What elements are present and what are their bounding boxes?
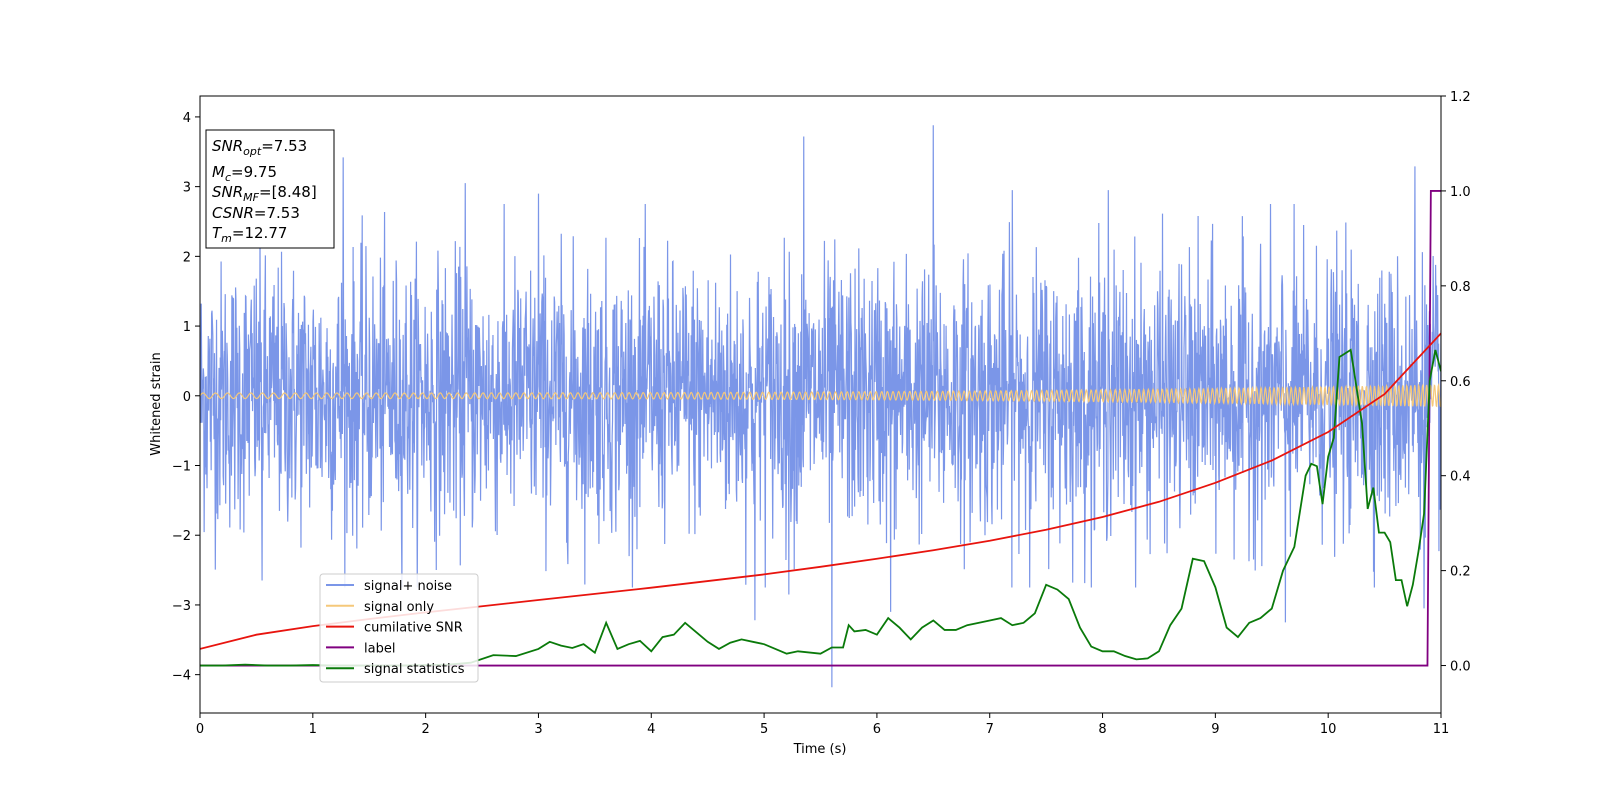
- x-tick-label: 0: [196, 722, 204, 737]
- x-tick-label: 7: [986, 722, 994, 737]
- y-axis-left: −4 −3 −2 −1 0 1 2 3 4: [172, 111, 200, 684]
- legend-label: label: [364, 641, 395, 656]
- x-tick-label: 4: [647, 722, 655, 737]
- y-tick-label: 2: [183, 250, 191, 265]
- annotation-line: SNRopt=7.53: [212, 137, 307, 158]
- x-tick-label: 3: [534, 722, 542, 737]
- y-tick-label: −4: [172, 669, 191, 684]
- y-tick-label: 4: [183, 111, 191, 126]
- y2-tick-label: 0.8: [1450, 280, 1471, 295]
- x-tick-label: 2: [421, 722, 429, 737]
- legend-label: signal only: [364, 600, 434, 615]
- legend-label: signal+ noise: [364, 579, 452, 594]
- annotation-line: Tm=12.77: [212, 224, 287, 245]
- annotation-line: SNRMF=[8.48]: [212, 183, 317, 204]
- y-tick-label: −2: [172, 529, 191, 544]
- x-axis: 0 1 2 3 4 5 6 7 8 9 10 11: [196, 713, 1449, 737]
- y2-tick-label: 0.0: [1450, 660, 1471, 675]
- x-tick-label: 5: [760, 722, 768, 737]
- annotation-line: CSNR=7.53: [212, 204, 300, 222]
- y-axis-label: Whitened strain: [149, 352, 164, 455]
- x-tick-label: 11: [1433, 722, 1450, 737]
- y2-tick-label: 0.4: [1450, 470, 1471, 485]
- y-axis-right: 0.0 0.2 0.4 0.6 0.8 1.0 1.2: [1441, 90, 1471, 675]
- series-line-label: [200, 190, 1441, 667]
- series-line-signal-only: [200, 382, 1441, 408]
- annotation-frame: [205, 129, 335, 249]
- y-tick-label: 3: [183, 181, 191, 196]
- annotation-line: Mc=9.75: [212, 163, 277, 184]
- x-tick-label: 9: [1211, 722, 1219, 737]
- x-tick-label: 1: [309, 722, 317, 737]
- legend: signal+ noise signal only cumilative SNR la…: [319, 573, 479, 683]
- x-tick-label: 6: [873, 722, 881, 737]
- y2-tick-label: 1.0: [1450, 185, 1471, 200]
- x-axis-label: Time (s): [793, 742, 847, 757]
- y-tick-label: −3: [172, 599, 191, 614]
- series-line-signal-statistics: [200, 348, 1441, 667]
- legend-frame: [319, 573, 479, 683]
- y2-tick-label: 1.2: [1450, 90, 1471, 105]
- y2-tick-label: 0.6: [1450, 375, 1471, 390]
- legend-label: signal statistics: [364, 662, 465, 677]
- y2-tick-label: 0.2: [1450, 565, 1471, 580]
- y-tick-label: 0: [183, 390, 191, 405]
- plot-frame: [199, 95, 1442, 714]
- y-tick-label: −1: [172, 460, 191, 475]
- series-line-signal-plus-noise: [200, 125, 1441, 688]
- x-tick-label: 10: [1320, 722, 1337, 737]
- x-tick-label: 8: [1098, 722, 1106, 737]
- legend-label: cumilative SNR: [364, 621, 463, 636]
- y-tick-label: 1: [183, 320, 191, 335]
